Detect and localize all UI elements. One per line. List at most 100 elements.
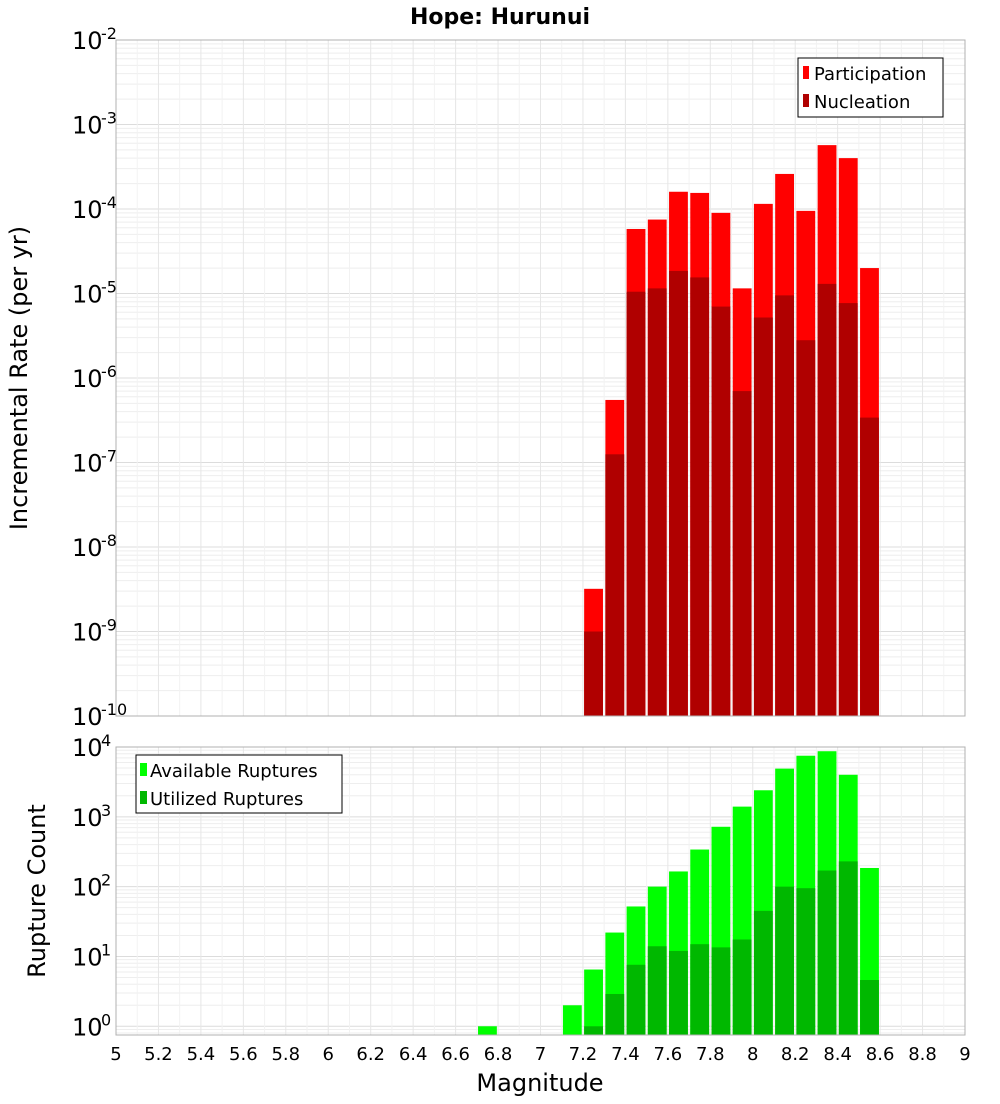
utilized-ruptures-bar <box>732 939 752 1035</box>
top-y-tick-base: 10 <box>72 619 103 647</box>
top-y-tick-base: 10 <box>72 27 103 55</box>
x-tick-label: 5 <box>110 1044 121 1065</box>
utilized-ruptures-bar <box>860 980 879 1035</box>
nucleation-bar <box>775 295 794 716</box>
utilized-ruptures-bar <box>690 944 710 1035</box>
top-y-tick-base: 10 <box>72 196 103 224</box>
bottom-y-tick-base: 10 <box>72 1013 103 1041</box>
top-y-tick-exponent: -6 <box>101 362 117 381</box>
utilized-ruptures-bar <box>584 1026 603 1035</box>
top-y-tick-base: 10 <box>72 112 103 140</box>
nucleation-bar <box>584 631 603 716</box>
bottom-y-tick-base: 10 <box>72 943 103 971</box>
x-tick-label: 7.8 <box>696 1044 725 1065</box>
nucleation-bar <box>817 283 837 716</box>
x-tick-label: 9 <box>959 1044 970 1065</box>
x-tick-label: 8.8 <box>908 1044 937 1065</box>
utilized-ruptures-bar <box>796 888 816 1035</box>
utilized-ruptures-bar <box>605 993 625 1035</box>
top-y-axis-label: Incremental Rate (per yr) <box>5 226 33 530</box>
x-tick-label: 8.6 <box>866 1044 895 1065</box>
nucleation-bar <box>753 317 773 716</box>
top-y-tick-base: 10 <box>72 281 103 309</box>
x-axis-label: Magnitude <box>476 1069 603 1097</box>
available-ruptures-bar <box>584 969 603 1035</box>
nucleation-bar <box>860 417 879 716</box>
utilized-ruptures-bar <box>626 964 646 1035</box>
bottom-y-tick-exponent: 3 <box>101 801 111 820</box>
nucleation-bar <box>690 277 710 716</box>
x-tick-label: 7.4 <box>611 1044 640 1065</box>
top-y-tick-exponent: -4 <box>101 193 117 212</box>
x-tick-label: 8.2 <box>781 1044 810 1065</box>
utilized-ruptures-bar <box>817 870 837 1035</box>
bottom-y-tick-base: 10 <box>72 874 103 902</box>
nucleation-bar <box>669 270 688 716</box>
x-tick-label: 5.4 <box>187 1044 216 1065</box>
top-y-tick-exponent: -10 <box>101 700 127 719</box>
x-tick-label: 5.2 <box>144 1044 173 1065</box>
utilized-ruptures-bar <box>669 950 688 1035</box>
top-y-tick-exponent: -2 <box>101 24 117 43</box>
top-y-tick-exponent: -5 <box>101 278 117 297</box>
legend-label-utilized-ruptures: Utilized Ruptures <box>150 789 303 810</box>
x-tick-label: 6 <box>323 1044 334 1065</box>
available-ruptures-bar <box>562 1005 582 1035</box>
legend-swatch-nucleation <box>803 94 809 107</box>
x-tick-label: 5.8 <box>271 1044 300 1065</box>
top-y-tick-base: 10 <box>72 703 103 731</box>
x-tick-label: 7.6 <box>654 1044 683 1065</box>
nucleation-bar <box>796 340 816 716</box>
top-plot-frame <box>115 39 966 717</box>
bottom-y-tick-exponent: 0 <box>101 1010 111 1029</box>
chart-title: Hope: Hurunui <box>410 5 590 30</box>
nucleation-bar <box>626 291 646 716</box>
grid-top <box>115 40 966 717</box>
nucleation-bar <box>647 288 667 716</box>
count-bars <box>478 751 879 1035</box>
top-y-tick-exponent: -7 <box>101 447 117 466</box>
utilized-ruptures-bar <box>647 946 667 1035</box>
x-tick-label: 8 <box>747 1044 758 1065</box>
utilized-ruptures-bar <box>711 947 731 1035</box>
utilized-ruptures-bar <box>838 861 858 1035</box>
bottom-y-tick-base: 10 <box>72 804 103 832</box>
top-y-tick-exponent: -9 <box>101 616 117 635</box>
bottom-legend-box <box>135 754 343 814</box>
nucleation-bar <box>711 306 731 716</box>
utilized-ruptures-bar <box>775 886 794 1035</box>
x-tick-label: 7 <box>535 1044 546 1065</box>
nucleation-bar <box>838 303 858 716</box>
top-y-tick-base: 10 <box>72 534 103 562</box>
bottom-y-tick-exponent: 2 <box>101 871 111 890</box>
top-legend-box <box>797 57 944 118</box>
nucleation-bar <box>732 391 752 716</box>
x-tick-label: 8.4 <box>823 1044 852 1065</box>
x-tick-label: 5.6 <box>229 1044 258 1065</box>
utilized-ruptures-bar <box>753 910 773 1035</box>
bottom-legend: Available Ruptures Utilized Ruptures <box>135 754 343 814</box>
x-ticks: 5 5.2 5.4 5.6 5.8 6 6.2 6.4 6.6 6.8 7 7.2 7.4 7.6 7.8 8… <box>110 1044 970 1065</box>
x-tick-label: 6.6 <box>441 1044 470 1065</box>
top-legend: Participation Nucleation <box>797 57 944 118</box>
top-y-tick-exponent: -8 <box>101 531 117 550</box>
available-ruptures-bar <box>478 1026 497 1035</box>
top-y-tick-base: 10 <box>72 450 103 478</box>
bottom-y-tick-exponent: 4 <box>101 731 111 750</box>
legend-label-nucleation: Nucleation <box>814 92 910 113</box>
legend-swatch-utilized-ruptures <box>140 791 147 804</box>
top-y-tick-base: 10 <box>72 365 103 393</box>
legend-swatch-available-ruptures <box>140 763 147 776</box>
bottom-plot-frame <box>115 746 966 1036</box>
bottom-y-tick-exponent: 1 <box>101 940 111 959</box>
x-tick-label: 6.4 <box>399 1044 428 1065</box>
bottom-y-tick-base: 10 <box>72 734 103 762</box>
legend-swatch-participation <box>803 66 809 79</box>
x-tick-label: 6.8 <box>484 1044 513 1065</box>
x-tick-label: 6.2 <box>356 1044 385 1065</box>
legend-label-available-ruptures: Available Ruptures <box>150 761 318 782</box>
